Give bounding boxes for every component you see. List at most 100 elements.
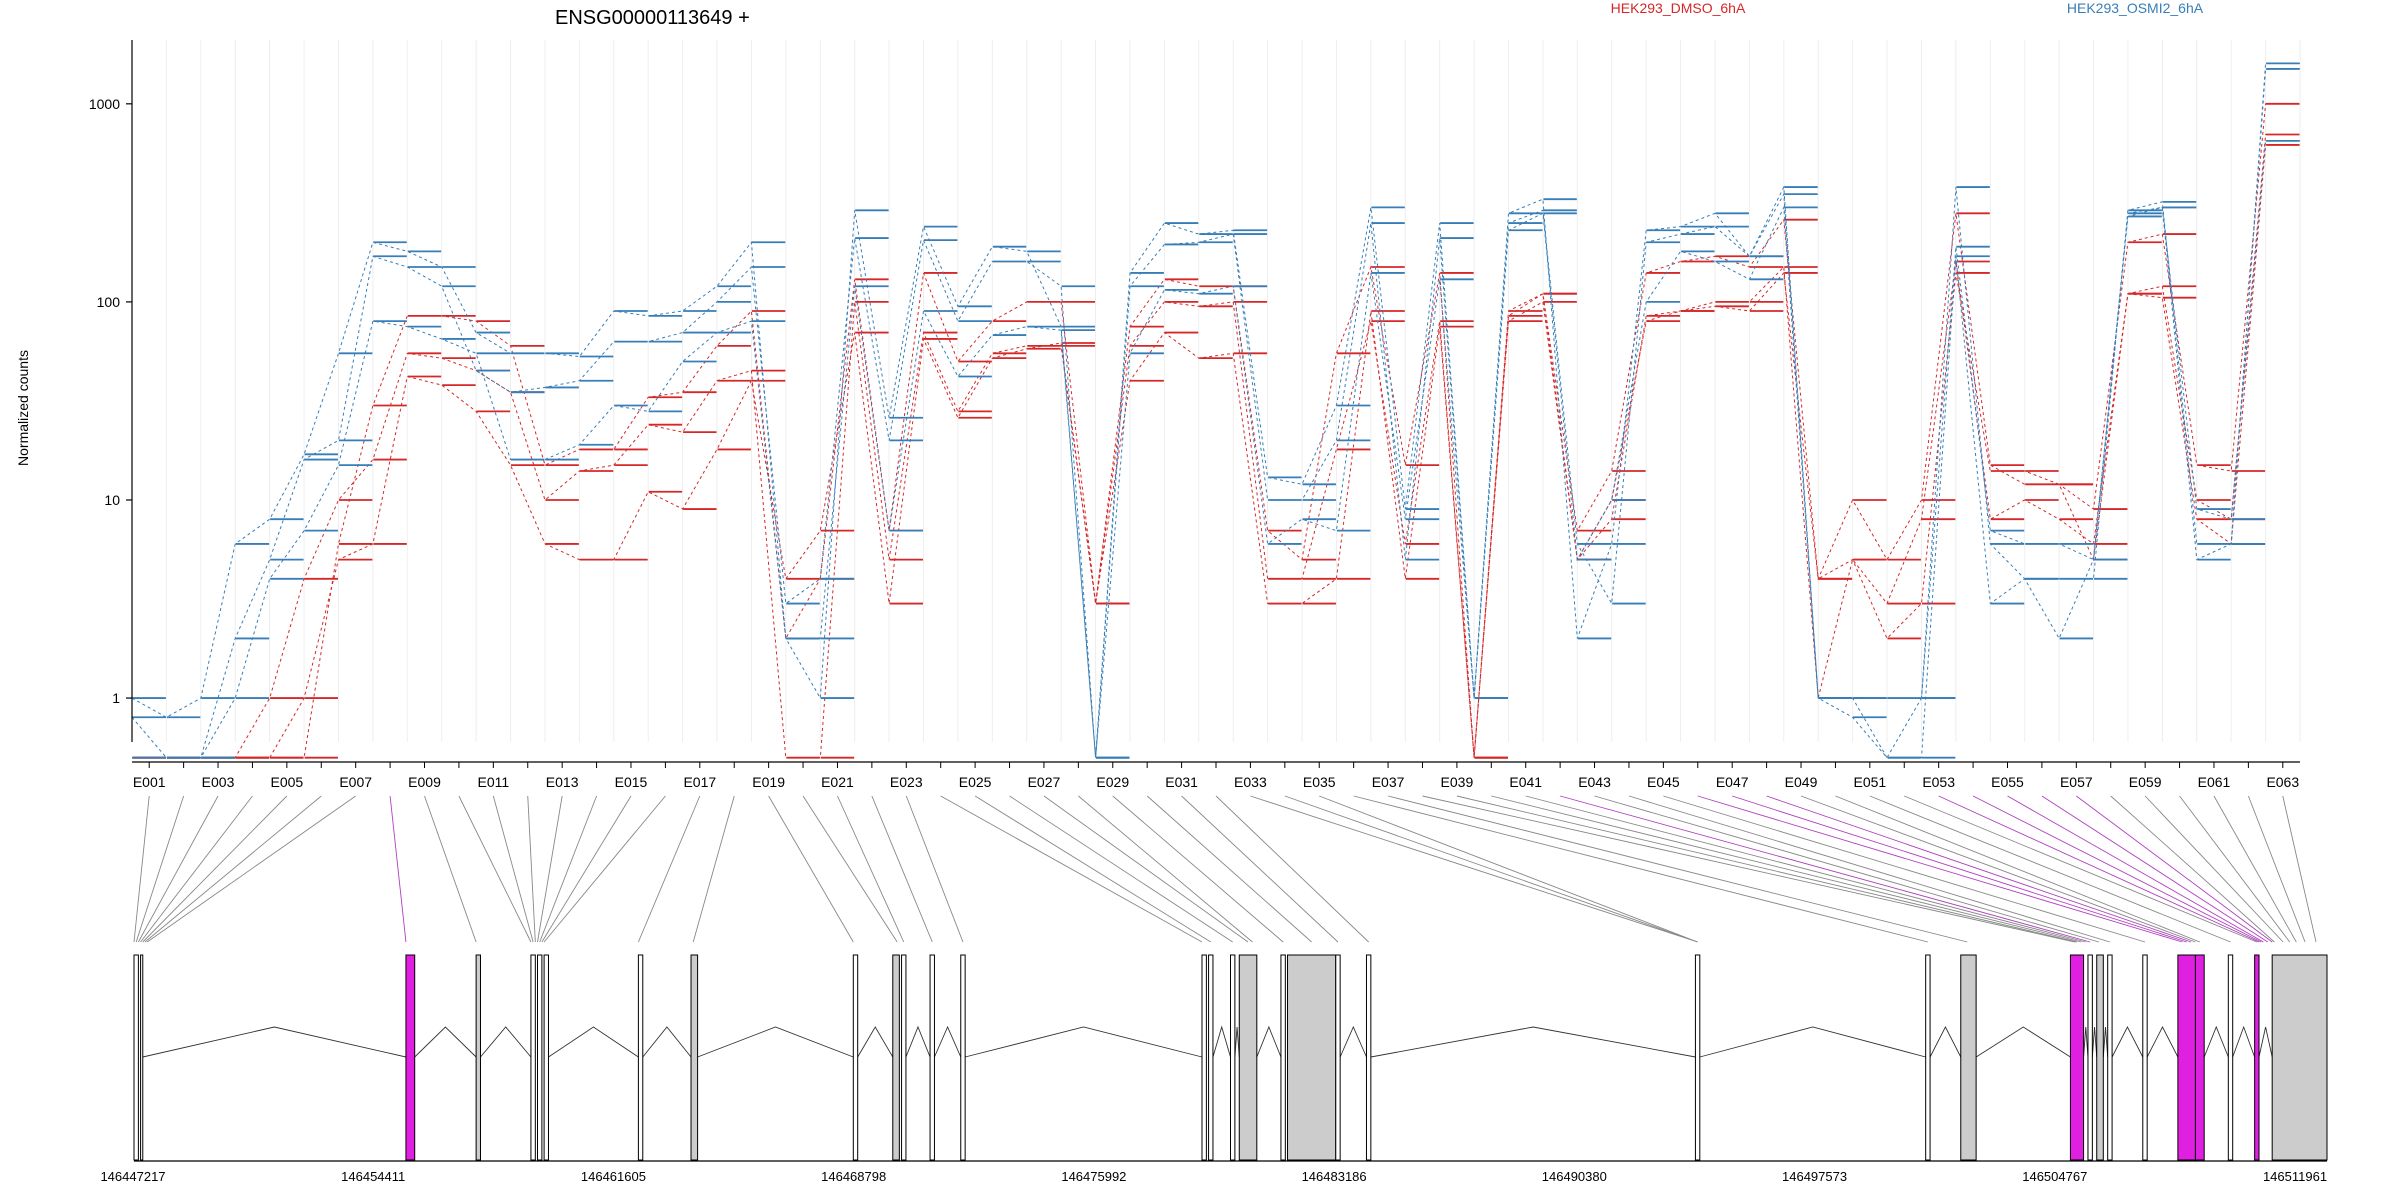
exon-connector [492, 795, 534, 943]
exon-connector [424, 795, 477, 943]
exon-connector [1525, 795, 2086, 943]
exon-connector [940, 795, 1203, 943]
exon-label: E057 [2060, 774, 2093, 790]
exon-box [2194, 954, 2205, 1161]
intron-line [2102, 1026, 2109, 1058]
genomic-tick-label: 146483186 [1302, 1169, 1367, 1184]
exon-connector [389, 795, 407, 943]
grid [131, 40, 2301, 742]
exon-connector [1043, 795, 1249, 943]
exon-connector [692, 795, 735, 943]
exon-box [1208, 954, 1214, 1161]
title-area: ENSG00000113649 + [555, 7, 750, 29]
intron-line [2232, 1025, 2256, 1058]
exon-connector [543, 795, 666, 943]
genomic-tick-label: 146511961 [2263, 1169, 2327, 1184]
exon-connector [137, 795, 219, 943]
genomic-tick-label: 146490380 [1542, 1169, 1607, 1184]
intron-line [548, 1026, 639, 1058]
y-axis-label-group: Normalized counts [15, 350, 31, 466]
exon-label: E025 [959, 774, 992, 790]
exon-label: E043 [1578, 774, 1611, 790]
exon-connector [1009, 795, 1233, 943]
exon-connector [146, 795, 356, 943]
exon-connector [539, 795, 597, 943]
exon-connector [2007, 795, 2264, 943]
exon-box [2087, 954, 2093, 1161]
y-tick-label: 10 [104, 492, 120, 508]
exon-box [543, 954, 549, 1161]
exon-connector [1938, 795, 2260, 943]
exon-label: E051 [1853, 774, 1886, 790]
exon-box [475, 954, 481, 1161]
chart-title: ENSG00000113649 + [555, 7, 750, 29]
legend: HEK293_DMSO_6hA HEK293_OSMI2_6hA [1611, 0, 2204, 16]
exon-connector [1456, 795, 2078, 943]
intron-line [1212, 1025, 1231, 1058]
exon-label: E021 [821, 774, 854, 790]
intron-line [2091, 1026, 2098, 1058]
exon-box [637, 954, 644, 1161]
series-3 [132, 144, 2300, 759]
exon-connector [1904, 795, 2257, 943]
y-tick-label: 1 [112, 690, 120, 706]
exon-box [2177, 954, 2196, 1161]
exon-connectors [133, 795, 2317, 943]
genomic-tick-label: 146447217 [100, 1169, 165, 1184]
intron-line [697, 1026, 854, 1058]
exon-label: E031 [1165, 774, 1198, 790]
exon-connector [1663, 795, 2146, 943]
intron-line [934, 1025, 962, 1058]
intron-line [1929, 1026, 1962, 1058]
axes: 1 10 100 1000 E001 E003 E005 E007 E009 E011 E013 E0… [89, 40, 2300, 790]
exon-connector [541, 795, 632, 943]
exon-connector [1766, 795, 2192, 943]
exon-connector [140, 795, 253, 943]
intron-line [2111, 1026, 2144, 1058]
series-line [131, 68, 2300, 759]
exon-connector [802, 795, 898, 943]
legend-entry: HEK293_OSMI2_6hA [2067, 0, 2204, 16]
exon-box [1335, 954, 1341, 1161]
exon-connector [1800, 795, 2196, 943]
exon-connector [1112, 795, 1284, 943]
exon-box [530, 954, 536, 1161]
exon-label: E039 [1441, 774, 1474, 790]
intron-line [414, 1026, 477, 1058]
exon-connector [537, 795, 563, 943]
intron-line [905, 1025, 931, 1058]
exon-connector [1181, 795, 1339, 943]
exon-box [960, 954, 966, 1161]
series-4 [131, 62, 2300, 759]
exon-connector [2213, 795, 2297, 943]
exon-connector [2041, 795, 2269, 943]
series-line [132, 134, 2300, 759]
intron-line [1370, 1026, 1696, 1058]
exon-box [1287, 954, 1337, 1161]
intron-line [1975, 1026, 2071, 1058]
exon-connector [2282, 795, 2317, 943]
exon-label: E001 [133, 774, 166, 790]
intron-line [2203, 1025, 2229, 1058]
series-line [131, 62, 2300, 758]
exon-box [690, 954, 699, 1161]
exon-label: E047 [1716, 774, 1749, 790]
exon-connector [1697, 795, 2183, 943]
series-line [132, 103, 2300, 759]
exon-label: E029 [1096, 774, 1129, 790]
exon-box [1280, 954, 1286, 1161]
series-1 [132, 102, 2300, 759]
exon-label: E015 [615, 774, 648, 790]
intron-line [642, 1026, 692, 1058]
exon-connector [527, 795, 536, 943]
exon-box [140, 954, 144, 1161]
exon-connector [1284, 795, 1698, 943]
series-line [132, 144, 2300, 759]
exon-connector [1078, 795, 1253, 943]
genomic-tick-label: 146468798 [821, 1169, 886, 1184]
series-5 [131, 68, 2300, 759]
exon-connector [458, 795, 532, 943]
exon-label: E049 [1785, 774, 1818, 790]
exon-connector [637, 795, 701, 943]
genomic-axis: 146447217 146454411 146461605 146468798 1464… [100, 1160, 2327, 1184]
